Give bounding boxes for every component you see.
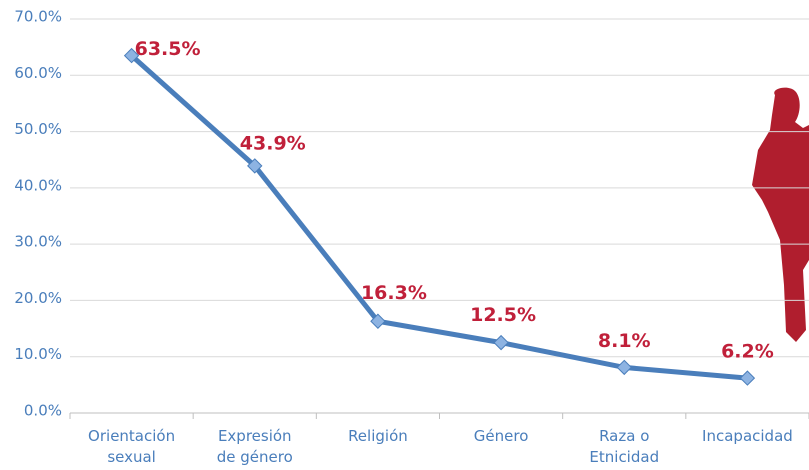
data-label: 6.2% (721, 341, 774, 363)
x-tick-label: Género (474, 427, 529, 445)
person-silhouette (752, 88, 809, 342)
y-tick-label: 30.0% (14, 233, 62, 251)
y-tick-label: 10.0% (14, 345, 62, 363)
data-label: 43.9% (240, 132, 306, 154)
y-tick-label: 50.0% (14, 120, 62, 138)
data-label: 12.5% (470, 304, 536, 326)
data-point (494, 336, 508, 350)
data-label: 8.1% (598, 330, 651, 352)
data-point (617, 360, 631, 374)
chart: 0.0% 10.0% 20.0% 30.0% 40.0% 50.0% 60.0% 70.0% O… (0, 0, 809, 470)
data-label: 63.5% (135, 38, 201, 60)
y-tick-label: 60.0% (14, 64, 62, 82)
x-tick-label: Religión (348, 427, 408, 445)
y-tick-label: 70.0% (14, 8, 62, 26)
y-tick-label: 20.0% (14, 289, 62, 307)
y-tick-label: 40.0% (14, 176, 62, 194)
data-line (132, 56, 748, 379)
data-point (740, 371, 754, 385)
y-tick-label: 0.0% (24, 402, 62, 420)
data-label: 16.3% (361, 282, 427, 304)
x-tick-label: Incapacidad (702, 427, 793, 445)
